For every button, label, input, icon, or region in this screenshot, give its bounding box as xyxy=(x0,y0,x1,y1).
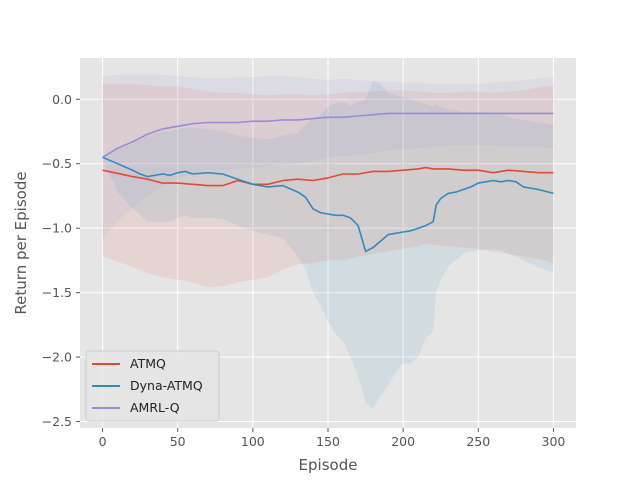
x-axis-ticks: 0 50 100 150 200 250 300 xyxy=(99,428,566,449)
line-amrl-q xyxy=(102,112,554,158)
band-dyna-atmq xyxy=(102,81,554,409)
x-tick-label: 0 xyxy=(99,434,107,449)
legend: ATMQ Dyna-ATMQ AMRL-Q xyxy=(85,350,220,422)
x-tick-label: 200 xyxy=(391,434,415,449)
band-atmq xyxy=(102,83,554,288)
x-tick-label: 150 xyxy=(316,434,340,449)
band-amrl-q xyxy=(102,74,554,239)
series-lines xyxy=(102,112,554,253)
y-tick-label: −0.5 xyxy=(42,156,72,171)
y-tick-label: −1.5 xyxy=(42,285,72,300)
confidence-bands xyxy=(102,74,554,409)
y-tick-label: −2.0 xyxy=(42,350,72,365)
legend-label-atmq: ATMQ xyxy=(130,356,166,371)
x-tick-label: 250 xyxy=(466,434,490,449)
legend-label-amrl-q: AMRL-Q xyxy=(130,400,180,415)
y-tick-label: −2.5 xyxy=(42,414,72,429)
line-dyna-atmq xyxy=(102,156,554,253)
legend-label-dyna-atmq: Dyna-ATMQ xyxy=(130,378,203,393)
line-atmq xyxy=(102,166,554,187)
x-axis-title: Episode xyxy=(299,456,358,474)
x-tick-label: 50 xyxy=(170,434,186,449)
x-tick-label: 100 xyxy=(241,434,265,449)
y-axis-title: Return per Episode xyxy=(12,171,30,314)
y-tick-label: −1.0 xyxy=(42,221,72,236)
x-tick-label: 300 xyxy=(542,434,566,449)
y-tick-label: 0.0 xyxy=(52,92,72,107)
grid-lines xyxy=(80,58,576,428)
legend-box xyxy=(85,350,220,422)
y-axis-ticks: 0.0 −0.5 −1.0 −1.5 −2.0 −2.5 xyxy=(42,92,80,429)
